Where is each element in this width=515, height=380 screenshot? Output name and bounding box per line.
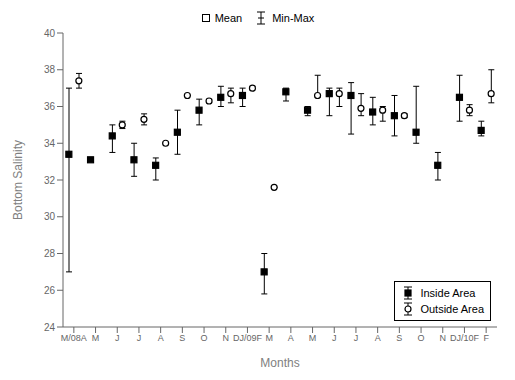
svg-text:38: 38 <box>44 64 56 75</box>
svg-text:N: N <box>440 333 447 343</box>
svg-text:32: 32 <box>44 175 56 186</box>
svg-text:24: 24 <box>44 322 56 333</box>
svg-text:S: S <box>179 333 185 343</box>
svg-text:A: A <box>375 333 381 343</box>
html-text:Mean: Mean <box>214 12 243 24</box>
svg-text:S: S <box>396 333 402 343</box>
svg-text:J: J <box>332 333 337 343</box>
svg-text:Months: Months <box>260 356 299 370</box>
svg-text:M/08A: M/08A <box>61 333 87 343</box>
svg-text:O: O <box>418 333 425 343</box>
svg-text:40: 40 <box>44 28 56 39</box>
svg-text:O: O <box>201 333 208 343</box>
svg-text:30: 30 <box>44 211 56 222</box>
svg-text:N: N <box>223 333 230 343</box>
html-text:Inside Area: Inside Area <box>420 287 476 299</box>
svg-text:M: M <box>309 333 317 343</box>
svg-text:A: A <box>158 333 164 343</box>
svg-text:J: J <box>354 333 359 343</box>
svg-text:34: 34 <box>44 138 56 149</box>
svg-text:J: J <box>115 333 120 343</box>
svg-text:M: M <box>265 333 273 343</box>
svg-text:DJ/10F: DJ/10F <box>450 333 480 343</box>
html-text:Min-Max: Min-Max <box>272 12 315 24</box>
html-text:Outside Area: Outside Area <box>420 303 484 315</box>
svg-text:26: 26 <box>44 285 56 296</box>
svg-text:36: 36 <box>44 101 56 112</box>
svg-text:Bottom Salinity: Bottom Salinity <box>11 140 25 220</box>
svg-text:M: M <box>92 333 100 343</box>
svg-text:A: A <box>288 333 294 343</box>
svg-text:28: 28 <box>44 248 56 259</box>
svg-text:F: F <box>483 333 489 343</box>
svg-text:J: J <box>137 333 142 343</box>
svg-text:DJ/09F: DJ/09F <box>233 333 263 343</box>
